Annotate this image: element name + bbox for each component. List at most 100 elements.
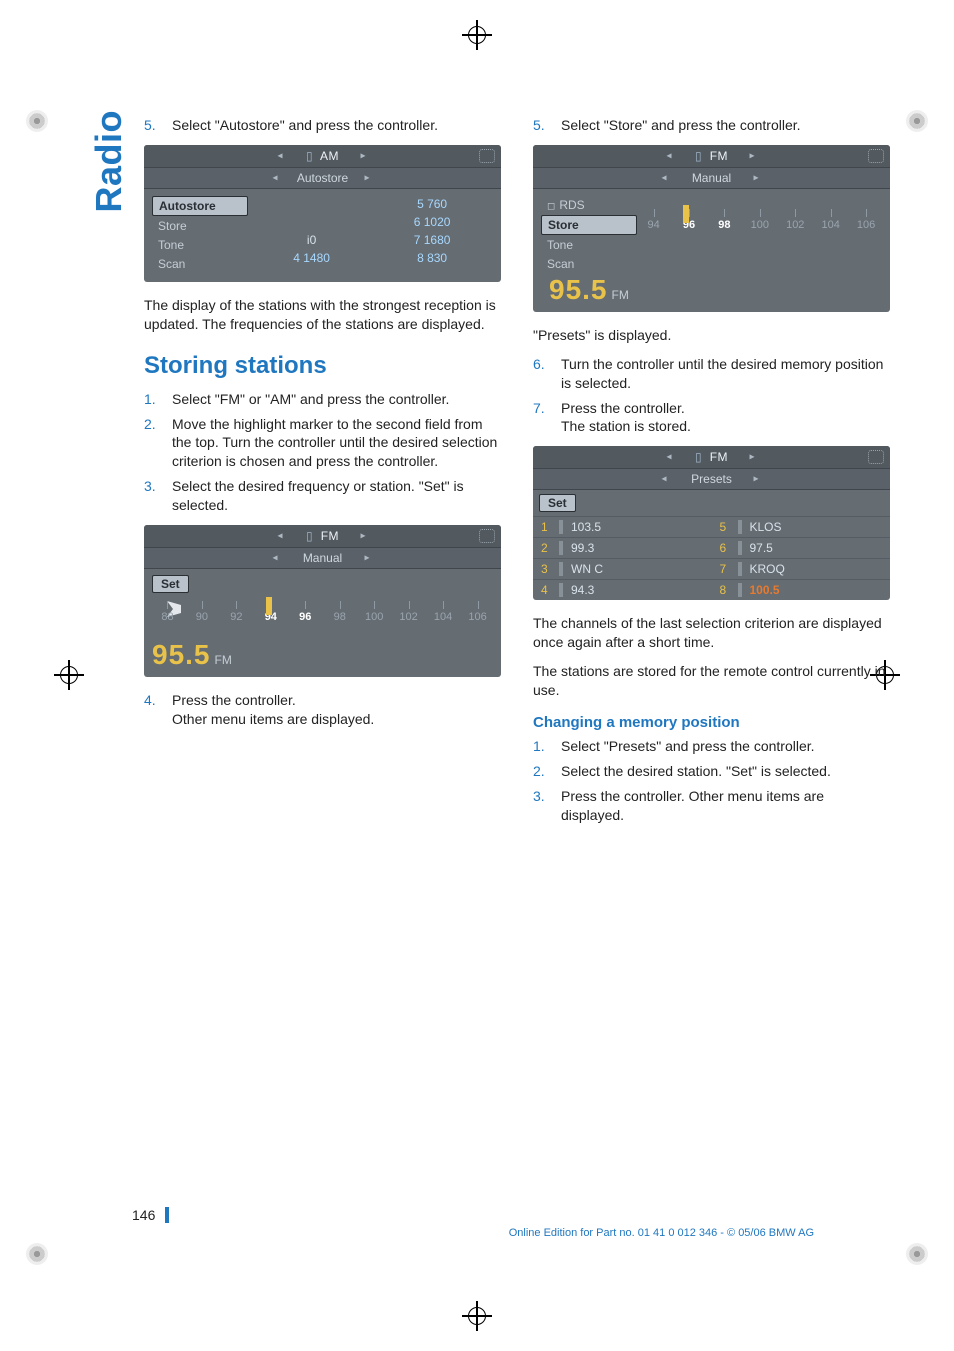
shot4-band: FM [710, 450, 728, 464]
right-para-2: The channels of the last selection crite… [533, 614, 890, 652]
change-step-2: 2.Select the desired station. "Set" is s… [533, 762, 890, 781]
arrow-right-icon: ▸ [365, 172, 370, 183]
shot1-menu: Autostore Store Tone Scan [152, 195, 248, 274]
shot3-menu: RDS Store Tone Scan [541, 195, 637, 274]
menu-store[interactable]: Store [541, 215, 637, 235]
cell: 5 760 [372, 195, 493, 213]
dial-label: 90 [196, 611, 208, 623]
arrow-left-icon: ◂ [273, 172, 278, 183]
screenshot-presets: ◂ ▯ FM ▸ ◂ Presets ▸ Set 1103.55KLOS299.… [533, 446, 890, 600]
right-step-6: 6.Turn the controller until the desired … [533, 355, 890, 393]
change-step-3: 3.Press the controller. Other menu items… [533, 787, 890, 825]
regmark-tr [906, 110, 928, 132]
dial-label: 98 [718, 219, 730, 231]
dial-label: 100 [365, 611, 383, 623]
arrow-right-icon: ▸ [754, 172, 759, 183]
cell: 6 1020 [372, 213, 493, 231]
corner-icon [868, 450, 884, 464]
dial-label: 104 [434, 611, 452, 623]
left-step-5: 5.Select "Autostore" and press the contr… [144, 116, 501, 135]
shot3-dial[interactable]: 949698100102104106 [644, 205, 875, 235]
section-tab: Radio [88, 110, 130, 213]
arrow-right-icon: ▸ [361, 150, 367, 161]
right-para-3: The stations are stored for the remote c… [533, 662, 890, 700]
after-step5: "Presets" is displayed. [533, 326, 890, 345]
shot4-submenu: Presets [691, 472, 732, 486]
shot1-band-label: AM [320, 149, 339, 163]
shot3-frequency: 95.5FM [541, 274, 882, 312]
preset-cell[interactable]: 299.3 [533, 537, 712, 558]
right-step-7: 7. Press the controller.The station is s… [533, 399, 890, 437]
regmark-br [906, 1243, 928, 1265]
set-button[interactable]: Set [539, 494, 576, 512]
preset-cell[interactable]: 7KROQ [712, 558, 891, 579]
dial-label: 104 [821, 219, 839, 231]
shot4-presets: Set 1103.55KLOS299.3697.53WN C7KROQ494.3… [533, 490, 890, 600]
arrow-left-icon: ◂ [278, 150, 284, 161]
shot1-submenu: Autostore [297, 171, 348, 185]
regmark-tl [26, 110, 48, 132]
menu-rds[interactable]: RDS [541, 196, 637, 214]
regmark-bl [26, 1243, 48, 1265]
storing-step-2: 2.Move the highlight marker to the secon… [144, 415, 501, 472]
corner-icon [479, 529, 495, 543]
dial-label: 92 [230, 611, 242, 623]
dial-label: 106 [857, 219, 875, 231]
dial-needle [683, 205, 689, 223]
arrow-left-icon: ◂ [273, 553, 278, 564]
cell: i0 [251, 231, 372, 249]
change-step-1: 1.Select "Presets" and press the control… [533, 737, 890, 756]
arrow-left-icon: ◂ [667, 452, 673, 463]
page-number: 146 [132, 1207, 169, 1223]
heading-changing-memory: Changing a memory position [533, 714, 890, 731]
menu-scan[interactable]: Scan [152, 255, 248, 273]
dial-label: 98 [334, 611, 346, 623]
right-step-5: 5.Select "Store" and press the controlle… [533, 116, 890, 135]
arrow-right-icon: ▸ [750, 150, 756, 161]
heading-storing-stations: Storing stations [144, 352, 501, 380]
preset-cell[interactable]: 1103.5 [533, 516, 712, 537]
footer-text: Online Edition for Part no. 01 41 0 012 … [509, 1227, 814, 1239]
storing-step-1: 1.Select "FM" or "AM" and press the cont… [144, 390, 501, 409]
dial-label: 102 [399, 611, 417, 623]
preset-cell[interactable]: 5KLOS [712, 516, 891, 537]
corner-icon [868, 149, 884, 163]
cell: 7 1680 [372, 231, 493, 249]
crosshair-left [54, 660, 84, 690]
preset-cell[interactable]: 697.5 [712, 537, 891, 558]
cell: 8 830 [372, 249, 493, 267]
shot1-subbar: ◂ Autostore ▸ [144, 168, 501, 189]
shot1-topbar: ◂ ▯ AM ▸ [144, 145, 501, 168]
crosshair-top [462, 20, 492, 50]
arrow-left-icon: ◂ [662, 172, 667, 183]
cell [251, 195, 372, 213]
corner-icon [479, 149, 495, 163]
set-button[interactable]: Set [152, 575, 189, 593]
cell: 4 1480 [251, 249, 372, 267]
menu-store[interactable]: Store [152, 217, 248, 235]
preset-cell[interactable]: 3WN C [533, 558, 712, 579]
menu-tone[interactable]: Tone [541, 236, 637, 254]
storing-step-3: 3.Select the desired frequency or statio… [144, 477, 501, 515]
dial-needle [266, 597, 272, 615]
arrow-right-icon: ▸ [754, 474, 759, 485]
shot2-frequency: 95.5FM [144, 637, 501, 677]
arrow-left-icon: ◂ [667, 150, 673, 161]
preset-cell[interactable]: 8100.5 [712, 579, 891, 600]
dial-label: 96 [299, 611, 311, 623]
screenshot-manual-set: ◂ ▯ FM ▸ ◂ Manual ▸ Set [144, 525, 501, 677]
menu-scan[interactable]: Scan [541, 255, 637, 273]
left-column: 5.Select "Autostore" and press the contr… [144, 110, 501, 834]
right-column: 5.Select "Store" and press the controlle… [533, 110, 890, 834]
preset-cell[interactable]: 494.3 [533, 579, 712, 600]
storing-step-4: 4. Press the controller.Other menu items… [144, 691, 501, 729]
menu-autostore[interactable]: Autostore [152, 196, 248, 216]
dial-label: 102 [786, 219, 804, 231]
menu-tone[interactable]: Tone [152, 236, 248, 254]
shot2-dial[interactable]: 889092949698100102104106 [154, 597, 491, 637]
crosshair-bottom [462, 1301, 492, 1331]
shot2-band: FM [321, 529, 339, 543]
shot1-freq-grid: 5 760 6 1020 i07 1680 4 14808 830 [251, 195, 492, 267]
cell [251, 213, 372, 231]
arrow-right-icon: ▸ [361, 531, 367, 542]
